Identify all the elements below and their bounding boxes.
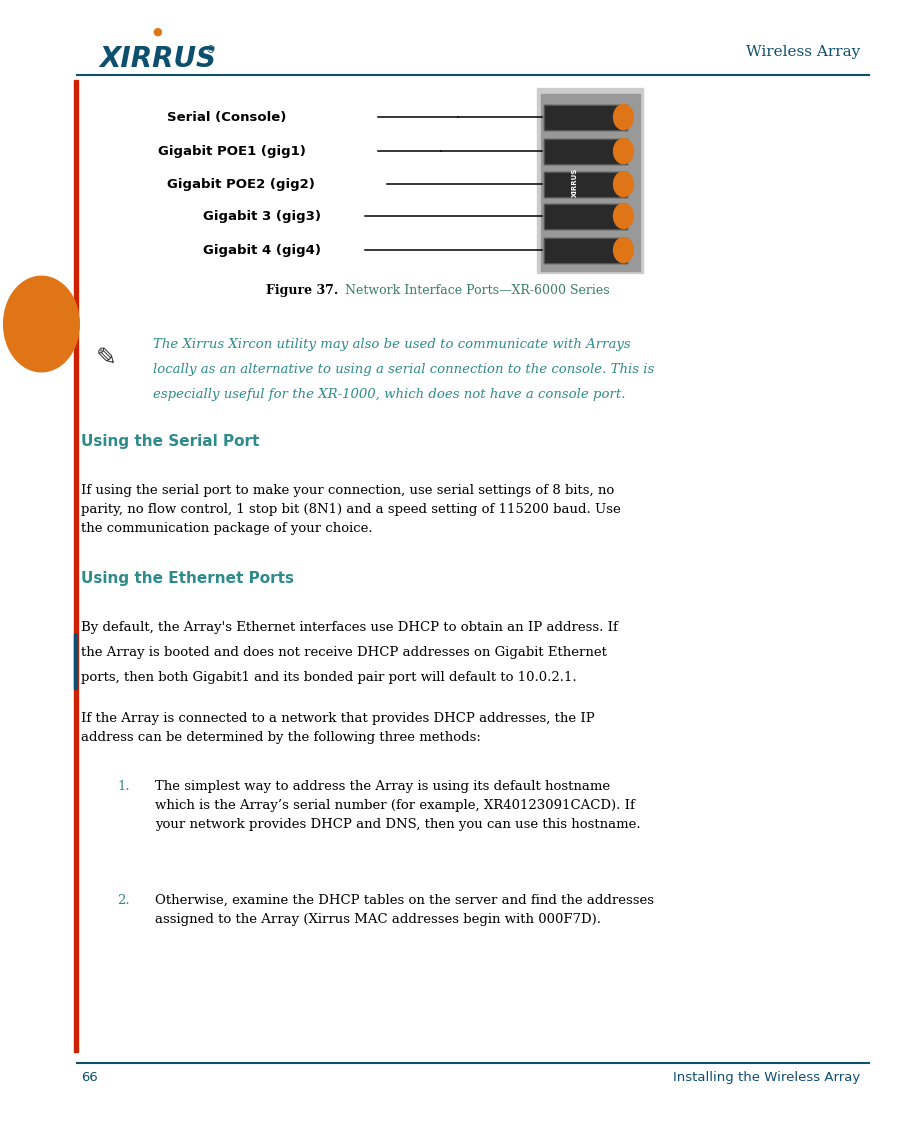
- Bar: [537, 88, 643, 273]
- Text: Wireless Array: Wireless Array: [746, 45, 860, 59]
- Text: ●: ●: [153, 26, 162, 36]
- Text: The simplest way to address the Array is using its default hostname
which is the: The simplest way to address the Array is…: [155, 780, 641, 831]
- Text: 66: 66: [81, 1071, 98, 1084]
- Text: the Array is booted and does not receive DHCP addresses on Gigabit Ethernet: the Array is booted and does not receive…: [81, 646, 607, 658]
- Text: If using the serial port to make your connection, use serial settings of 8 bits,: If using the serial port to make your co…: [81, 484, 621, 536]
- Text: Using the Serial Port: Using the Serial Port: [81, 434, 259, 449]
- Bar: [544, 238, 627, 263]
- Circle shape: [614, 238, 633, 263]
- Text: Gigabit POE2 (gig2): Gigabit POE2 (gig2): [167, 177, 314, 191]
- Text: Serial (Console): Serial (Console): [167, 110, 286, 124]
- Text: Installing the Wireless Array: Installing the Wireless Array: [673, 1071, 860, 1084]
- Text: Figure 37.: Figure 37.: [266, 284, 338, 297]
- Circle shape: [614, 172, 633, 197]
- Bar: [544, 139, 627, 164]
- Text: Gigabit 3 (gig3): Gigabit 3 (gig3): [203, 209, 321, 223]
- Bar: [544, 105, 627, 130]
- Text: ®: ®: [205, 45, 215, 56]
- Circle shape: [614, 105, 633, 130]
- Text: 2.: 2.: [117, 894, 130, 906]
- Bar: [544, 105, 627, 130]
- Circle shape: [614, 139, 633, 164]
- Bar: [74, 80, 78, 1052]
- Text: locally as an alternative to using a serial connection to the console. This is: locally as an alternative to using a ser…: [153, 363, 654, 375]
- Bar: [541, 94, 640, 271]
- Text: XIRRUS: XIRRUS: [99, 45, 216, 74]
- Text: Otherwise, examine the DHCP tables on the server and find the addresses
assigned: Otherwise, examine the DHCP tables on th…: [155, 894, 654, 926]
- Text: Network Interface Ports—XR-6000 Series: Network Interface Ports—XR-6000 Series: [341, 284, 609, 297]
- Bar: [544, 238, 627, 263]
- Bar: [544, 204, 627, 229]
- Text: ✎: ✎: [96, 346, 117, 371]
- Bar: [544, 139, 627, 164]
- Text: Gigabit 4 (gig4): Gigabit 4 (gig4): [203, 243, 321, 257]
- Text: 1.: 1.: [117, 780, 130, 792]
- Text: XIRRUS: XIRRUS: [572, 168, 578, 197]
- Bar: [74, 634, 77, 689]
- Circle shape: [4, 276, 79, 372]
- Text: If the Array is connected to a network that provides DHCP addresses, the IP
addr: If the Array is connected to a network t…: [81, 712, 595, 744]
- Circle shape: [614, 204, 633, 229]
- Bar: [544, 172, 627, 197]
- Text: Using the Ethernet Ports: Using the Ethernet Ports: [81, 571, 294, 586]
- Text: ports, then both Gigabit1 and its bonded pair port will default to 10.0.2.1.: ports, then both Gigabit1 and its bonded…: [81, 671, 577, 683]
- Bar: [544, 172, 627, 197]
- Text: Gigabit POE1 (gig1): Gigabit POE1 (gig1): [158, 144, 305, 158]
- Text: The Xirrus Xircon utility may also be used to communicate with Arrays: The Xirrus Xircon utility may also be us…: [153, 338, 631, 350]
- Text: By default, the Array's Ethernet interfaces use DHCP to obtain an IP address. If: By default, the Array's Ethernet interfa…: [81, 621, 618, 633]
- Text: especially useful for the XR-1000, which does not have a console port.: especially useful for the XR-1000, which…: [153, 388, 625, 400]
- Bar: [544, 204, 627, 229]
